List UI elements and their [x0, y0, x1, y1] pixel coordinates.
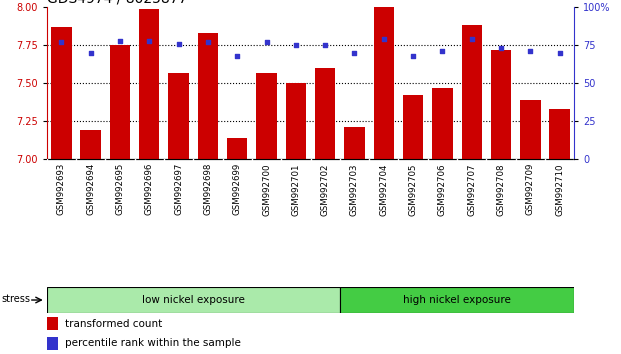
Text: GSM992702: GSM992702 [320, 163, 330, 216]
Bar [374, 7, 394, 159]
Point [232, 53, 242, 59]
Text: GSM992705: GSM992705 [409, 163, 418, 216]
Point [379, 36, 389, 42]
Point [203, 39, 213, 45]
Text: high nickel exposure: high nickel exposure [403, 295, 511, 305]
Text: GSM992710: GSM992710 [555, 163, 564, 216]
Point [320, 42, 330, 48]
Text: GDS4974 / 8025877: GDS4974 / 8025877 [47, 0, 187, 6]
Bar [197, 33, 218, 159]
Bar [256, 73, 277, 159]
Point [437, 48, 447, 54]
Bar [47, 318, 58, 330]
Text: GSM992695: GSM992695 [116, 163, 124, 216]
Bar [403, 95, 424, 159]
Bar [461, 25, 482, 159]
Text: stress: stress [1, 294, 30, 304]
Text: GSM992700: GSM992700 [262, 163, 271, 216]
Point [350, 50, 360, 56]
Text: GSM992697: GSM992697 [174, 163, 183, 216]
Text: percentile rank within the sample: percentile rank within the sample [65, 338, 241, 348]
Bar [344, 127, 365, 159]
Bar [47, 287, 340, 313]
Point [261, 39, 271, 45]
Point [408, 53, 418, 59]
Text: GSM992698: GSM992698 [203, 163, 212, 216]
Text: GSM992703: GSM992703 [350, 163, 359, 216]
Bar [110, 45, 130, 159]
Point [496, 45, 506, 51]
Bar [520, 100, 541, 159]
Text: GSM992704: GSM992704 [379, 163, 388, 216]
Bar [286, 83, 306, 159]
Point [86, 50, 96, 56]
Bar [47, 337, 58, 350]
Bar [315, 68, 335, 159]
Bar [51, 27, 71, 159]
Text: GSM992709: GSM992709 [526, 163, 535, 216]
Bar [550, 109, 570, 159]
Text: transformed count: transformed count [65, 319, 162, 329]
Bar [168, 73, 189, 159]
Text: GSM992699: GSM992699 [233, 163, 242, 215]
Bar [491, 50, 511, 159]
Point [144, 38, 154, 44]
Text: GSM992708: GSM992708 [497, 163, 505, 216]
Bar [80, 130, 101, 159]
Bar [340, 287, 574, 313]
Text: GSM992706: GSM992706 [438, 163, 447, 216]
Point [525, 48, 535, 54]
Text: low nickel exposure: low nickel exposure [142, 295, 245, 305]
Text: GSM992707: GSM992707 [467, 163, 476, 216]
Text: GSM992701: GSM992701 [291, 163, 301, 216]
Bar [139, 8, 160, 159]
Point [555, 50, 564, 56]
Text: GSM992694: GSM992694 [86, 163, 95, 216]
Point [467, 36, 477, 42]
Bar [432, 88, 453, 159]
Bar [227, 138, 247, 159]
Text: GSM992693: GSM992693 [57, 163, 66, 216]
Text: GSM992696: GSM992696 [145, 163, 154, 216]
Point [115, 38, 125, 44]
Point [57, 39, 66, 45]
Point [291, 42, 301, 48]
Point [173, 41, 184, 46]
